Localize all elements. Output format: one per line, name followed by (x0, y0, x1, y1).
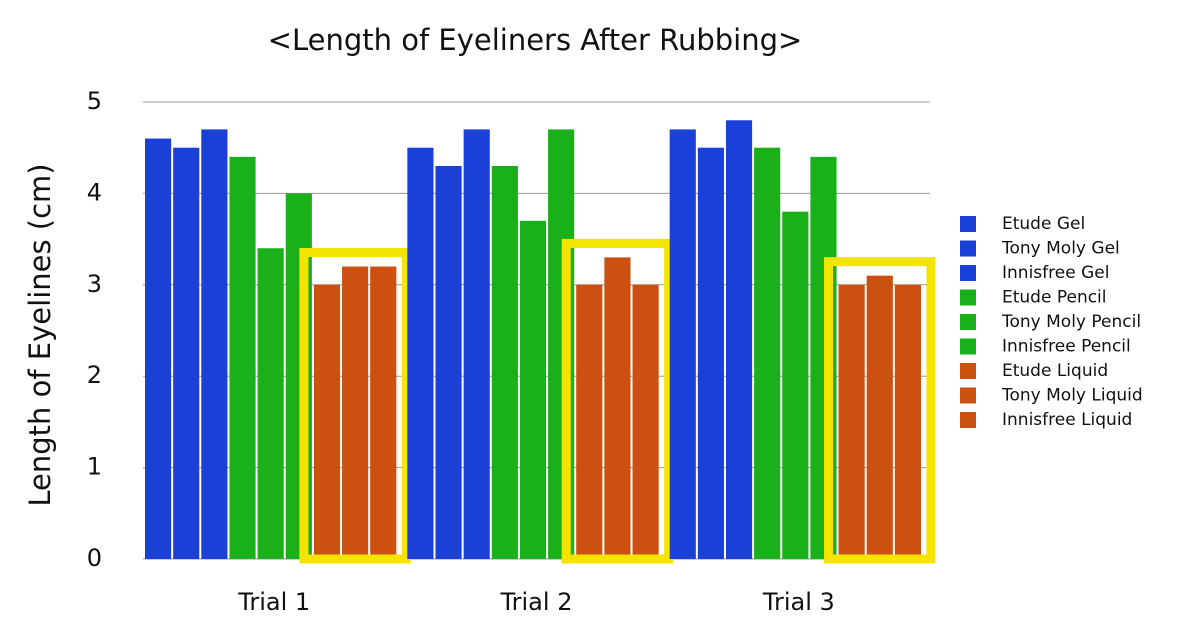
bar (519, 220, 547, 559)
y-tick-label: 3 (87, 270, 102, 298)
bar (838, 284, 865, 559)
legend-swatch (960, 412, 976, 428)
y-tick-label: 5 (87, 87, 102, 115)
legend-label: Tony Moly Liquid (1001, 386, 1143, 406)
x-tick-label: Trial 1 (237, 588, 310, 616)
bar (201, 129, 228, 560)
legend-swatch (960, 240, 976, 257)
bar (313, 284, 341, 559)
legend-label: Innisfree Pencil (1002, 337, 1131, 357)
highlight-box (561, 238, 674, 564)
legend-label: Innisfree Liquid (1002, 410, 1132, 430)
bar (866, 275, 893, 559)
bar (407, 147, 434, 559)
chart-title: <Length of Eyeliners After Rubbing> (268, 23, 803, 57)
bar (632, 284, 659, 559)
bar (145, 138, 172, 559)
bar (782, 211, 809, 559)
highlight-box (299, 248, 411, 564)
y-tick-label: 2 (87, 361, 102, 389)
legend-label: Tony Moly Pencil (1001, 312, 1141, 332)
bar (725, 120, 753, 559)
legend-swatch (960, 338, 976, 355)
highlight-box (824, 257, 936, 564)
bar (754, 147, 781, 559)
legend-label: Etude Gel (1002, 214, 1085, 234)
bar (229, 156, 256, 559)
legend-swatch (960, 289, 976, 306)
x-tick-label: Trial 2 (500, 588, 573, 616)
legend-label: Etude Pencil (1002, 288, 1107, 308)
legend-swatch (960, 314, 976, 330)
y-axis-label: Length of Eyelines (cm) (23, 163, 57, 506)
bar (491, 165, 518, 560)
legend-label: Tony Moly Gel (1001, 239, 1120, 259)
x-tick-label: Trial 3 (762, 588, 835, 616)
legend-swatch (960, 216, 976, 232)
legend-swatch (960, 363, 976, 379)
bar (463, 129, 490, 560)
bar (173, 147, 200, 559)
bar (669, 129, 696, 560)
bar (257, 248, 284, 560)
legend-swatch (960, 387, 976, 404)
y-tick-label: 1 (87, 453, 102, 481)
bar (604, 257, 631, 559)
bar (342, 266, 369, 559)
legend-label: Etude Liquid (1002, 361, 1108, 381)
y-tick-label: 4 (87, 178, 102, 206)
bar (576, 284, 603, 559)
legend-swatch (960, 265, 976, 281)
bar (435, 165, 462, 560)
bar (370, 266, 397, 559)
y-tick-label: 0 (87, 544, 102, 572)
bar (697, 147, 724, 559)
bar (894, 284, 921, 559)
legend-label: Innisfree Gel (1002, 263, 1109, 283)
